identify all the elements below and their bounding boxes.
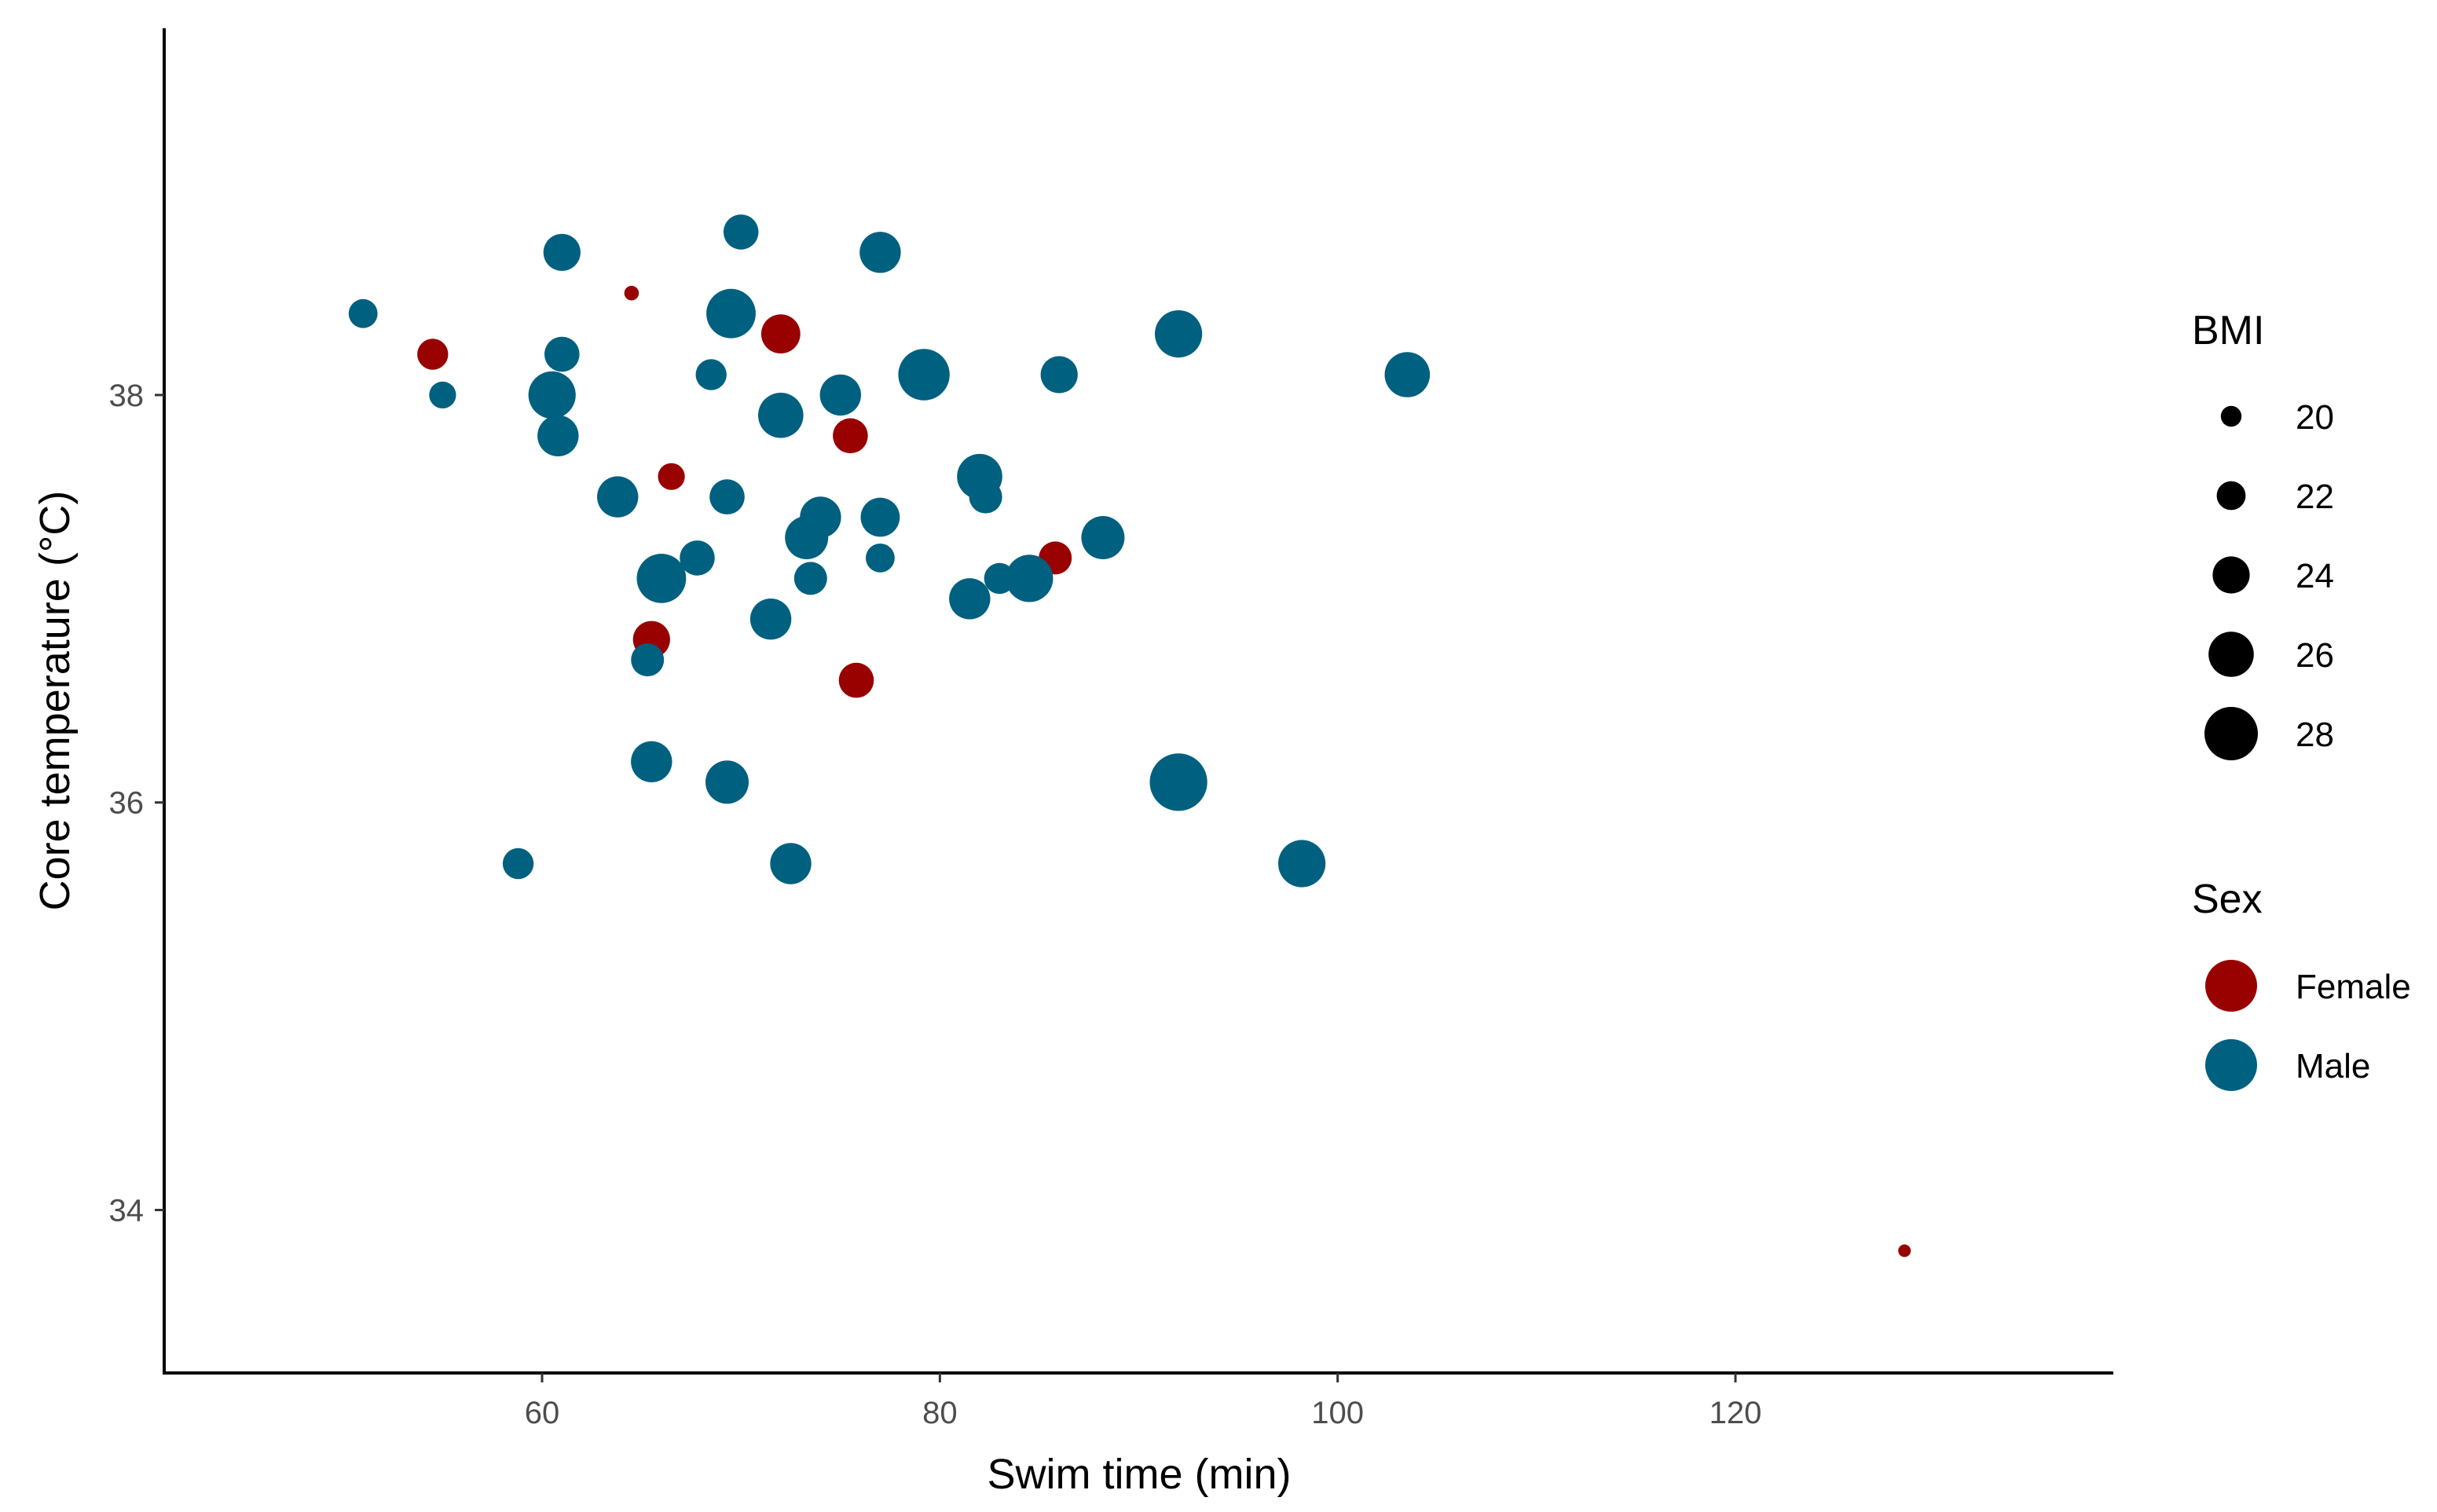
point-male-13 bbox=[1040, 356, 1078, 394]
point-male-29 bbox=[1006, 555, 1054, 602]
x-ticks: 60 80 100 120 bbox=[525, 1373, 1762, 1430]
color-legend-items: Female Male bbox=[2205, 960, 2411, 1091]
point-female-2 bbox=[760, 314, 801, 353]
legend-size-key-28 bbox=[2204, 707, 2258, 760]
legend: BMI 20 22 24 26 28 Sex Female Male bbox=[2192, 308, 2411, 1091]
legend-size-label-22: 22 bbox=[2296, 478, 2334, 516]
point-male-9 bbox=[695, 359, 727, 390]
legend-size-title: BMI bbox=[2192, 308, 2264, 353]
point-male-37 bbox=[770, 843, 812, 884]
size-legend-items: 20 22 24 26 28 bbox=[2204, 398, 2334, 760]
point-male-1 bbox=[429, 381, 456, 408]
point-male-22 bbox=[969, 480, 1002, 514]
point-male-10 bbox=[819, 374, 862, 416]
legend-size-key-26 bbox=[2208, 632, 2254, 677]
point-male-12 bbox=[898, 349, 950, 401]
point-male-33 bbox=[631, 741, 672, 782]
y-tick-label-2: 38 bbox=[109, 379, 145, 413]
point-female-8 bbox=[1898, 1244, 1911, 1258]
point-male-6 bbox=[544, 336, 580, 372]
point-male-2 bbox=[543, 233, 581, 271]
legend-size-label-20: 20 bbox=[2296, 398, 2334, 437]
point-male-15 bbox=[1384, 352, 1431, 397]
point-female-3 bbox=[833, 418, 868, 454]
point-male-14 bbox=[1155, 310, 1203, 358]
legend-size-key-22 bbox=[2216, 481, 2246, 511]
legend-color-label-male: Male bbox=[2296, 1047, 2370, 1085]
y-tick-label-0: 34 bbox=[109, 1193, 145, 1228]
point-male-4 bbox=[859, 232, 901, 273]
points-layer bbox=[348, 214, 1911, 1258]
point-female-7 bbox=[838, 662, 874, 698]
y-tick-label-1: 36 bbox=[109, 786, 145, 821]
point-male-8 bbox=[537, 415, 579, 456]
point-male-32 bbox=[631, 643, 665, 677]
point-male-17 bbox=[709, 479, 745, 514]
legend-size-label-26: 26 bbox=[2296, 636, 2334, 675]
point-male-25 bbox=[636, 554, 687, 603]
point-male-16 bbox=[597, 476, 639, 518]
point-female-4 bbox=[658, 463, 685, 490]
legend-color-key-female bbox=[2205, 960, 2257, 1012]
x-axis-title: Swim time (min) bbox=[988, 1451, 1292, 1498]
point-male-34 bbox=[705, 760, 749, 804]
point-male-27 bbox=[793, 562, 827, 595]
point-male-20 bbox=[860, 497, 900, 537]
point-male-11 bbox=[758, 393, 804, 438]
point-male-24 bbox=[680, 540, 715, 576]
point-male-3 bbox=[723, 214, 759, 250]
y-axis-title: Core temperature (°C) bbox=[31, 491, 79, 911]
x-tick-label-0: 60 bbox=[525, 1396, 560, 1430]
point-male-30 bbox=[949, 578, 991, 620]
point-male-36 bbox=[502, 848, 534, 880]
point-male-19 bbox=[785, 516, 829, 559]
y-ticks: 34 36 38 bbox=[109, 379, 164, 1228]
legend-color-key-male bbox=[2205, 1039, 2257, 1091]
legend-size-label-24: 24 bbox=[2296, 557, 2334, 595]
legend-color-label-female: Female bbox=[2296, 968, 2411, 1006]
legend-size-key-20 bbox=[2220, 405, 2242, 427]
point-male-7 bbox=[528, 371, 576, 419]
point-female-1 bbox=[417, 339, 449, 370]
point-male-35 bbox=[1149, 753, 1208, 811]
point-male-5 bbox=[706, 288, 756, 339]
point-male-26 bbox=[866, 544, 895, 573]
point-male-38 bbox=[1278, 840, 1326, 888]
x-tick-label-3: 120 bbox=[1710, 1396, 1762, 1430]
point-male-31 bbox=[749, 599, 792, 640]
point-male-23 bbox=[1081, 516, 1125, 559]
x-tick-label-1: 80 bbox=[922, 1396, 958, 1430]
legend-color-title: Sex bbox=[2192, 877, 2263, 922]
legend-size-label-28: 28 bbox=[2296, 716, 2334, 754]
point-male-0 bbox=[348, 298, 378, 328]
legend-size-key-24 bbox=[2212, 556, 2250, 594]
x-tick-label-2: 100 bbox=[1311, 1396, 1364, 1430]
point-female-0 bbox=[624, 285, 639, 301]
